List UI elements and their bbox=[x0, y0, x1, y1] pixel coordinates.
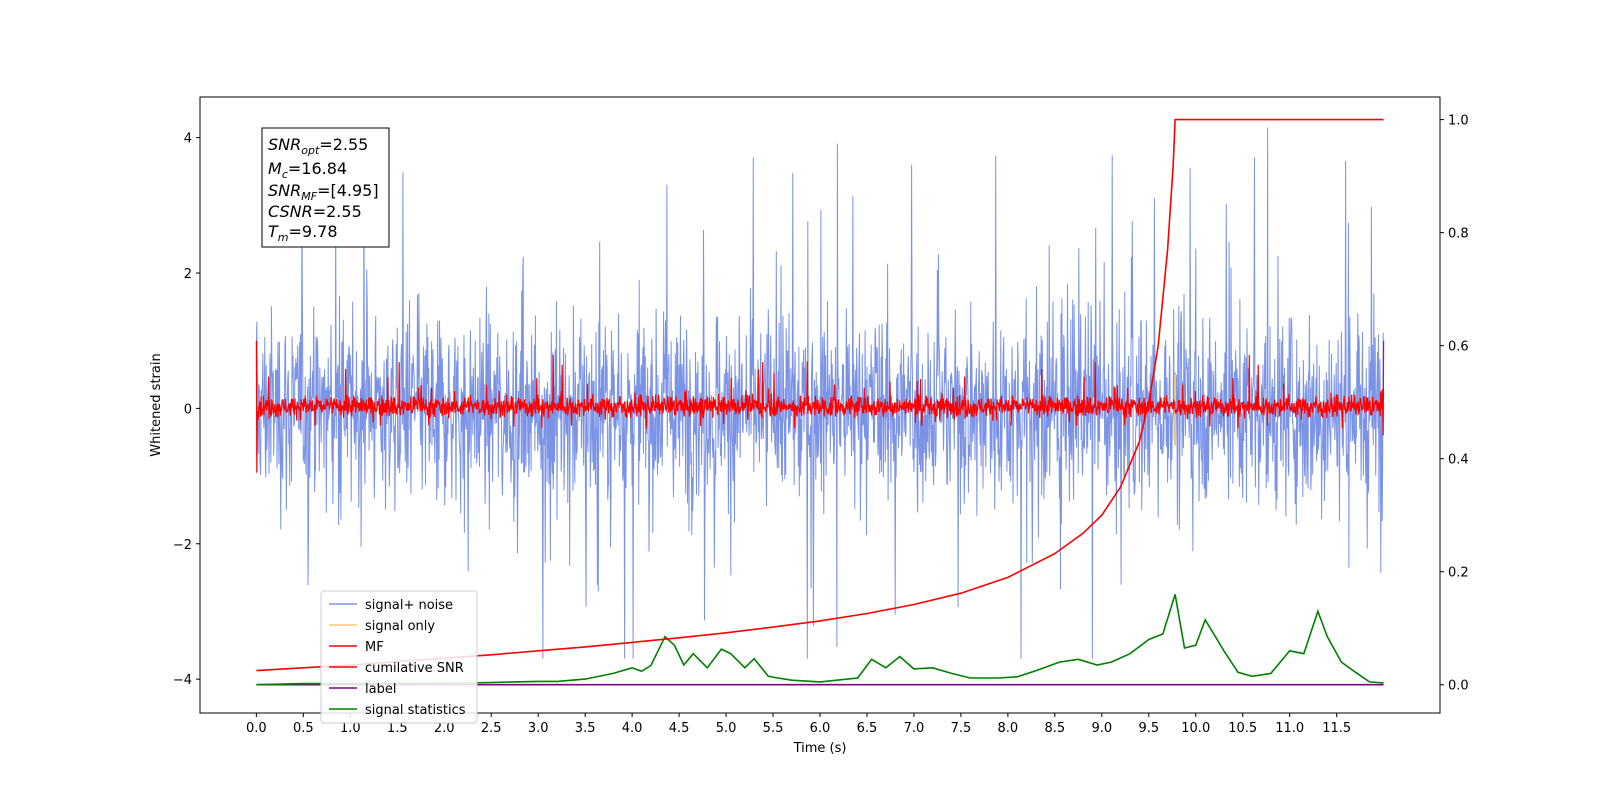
x-tick-label: 10.0 bbox=[1181, 721, 1210, 736]
ticks: 0.0 0.5 1.0 1.5 2.0 2.5 3.0 3.5 4.0 4.5 5.0 5.5 6.0 6… bbox=[173, 114, 1469, 736]
legend-label: MF bbox=[365, 640, 384, 655]
legend-label: cumilative SNR bbox=[365, 661, 464, 676]
x-tick-label: 6.0 bbox=[810, 721, 831, 736]
info-box: SNRopt=2.55 Mc=16.84 SNRMF=[4.95] CSNR=2… bbox=[261, 127, 390, 248]
info-mc: Mc=16.84 bbox=[268, 159, 347, 181]
y-tick-label: 0 bbox=[184, 402, 192, 417]
series-signal-noise-line bbox=[255, 127, 1385, 659]
legend-label: signal statistics bbox=[365, 703, 466, 718]
x-tick-label: 8.5 bbox=[1045, 721, 1066, 736]
x-tick-label: 0.0 bbox=[246, 721, 267, 736]
legend-label: signal only bbox=[365, 619, 435, 634]
x-tick-label: 8.0 bbox=[998, 721, 1019, 736]
info-snr-opt: SNRopt=2.55 bbox=[268, 135, 368, 157]
info-tm: Tm=9.78 bbox=[268, 222, 338, 244]
info-tm-value: 9.78 bbox=[302, 222, 338, 241]
x-tick-label: 2.5 bbox=[481, 721, 502, 736]
x-tick-label: 0.5 bbox=[293, 721, 314, 736]
x-tick-label: 6.5 bbox=[857, 721, 878, 736]
info-box-frame bbox=[261, 127, 390, 248]
info-csnr: CSNR=2.55 bbox=[268, 202, 362, 221]
x-tick-label: 10.5 bbox=[1228, 721, 1257, 736]
y-tick-label: −4 bbox=[173, 673, 192, 688]
legend-label: signal+ noise bbox=[365, 598, 453, 613]
y2-tick-label: 0.6 bbox=[1448, 340, 1469, 355]
series-mf-line bbox=[255, 340, 1385, 473]
x-tick-label: 5.5 bbox=[763, 721, 784, 736]
x-tick-label: 9.0 bbox=[1091, 721, 1112, 736]
x-tick-label: 1.0 bbox=[340, 721, 361, 736]
y-tick-label: 2 bbox=[184, 267, 192, 282]
y-tick-label: −2 bbox=[173, 538, 192, 553]
info-snr-opt-value: 2.55 bbox=[333, 135, 369, 154]
info-mc-value: 16.84 bbox=[301, 159, 347, 178]
info-csnr-value: 2.55 bbox=[326, 202, 362, 221]
x-tick-label: 7.0 bbox=[904, 721, 925, 736]
legend-label: label bbox=[365, 682, 396, 697]
x-tick-label: 3.5 bbox=[575, 721, 596, 736]
x-tick-label: 3.0 bbox=[528, 721, 549, 736]
info-snr-mf-value: [4.95] bbox=[330, 181, 378, 200]
y2-tick-label: 0.0 bbox=[1448, 679, 1469, 694]
x-tick-label: 1.5 bbox=[387, 721, 408, 736]
x-tick-label: 4.5 bbox=[669, 721, 690, 736]
y2-tick-label: 0.4 bbox=[1448, 453, 1469, 468]
x-tick-label: 7.5 bbox=[951, 721, 972, 736]
y2-tick-label: 0.2 bbox=[1448, 566, 1469, 581]
series-signal-statistics-line bbox=[256, 594, 1384, 686]
x-tick-label: 9.5 bbox=[1138, 721, 1159, 736]
y2-tick-label: 0.8 bbox=[1448, 227, 1469, 242]
legend-frame bbox=[320, 590, 478, 724]
legend: signal+ noise signal only MF cumilative SNR… bbox=[320, 590, 478, 724]
x-axis-label: Time (s) bbox=[793, 741, 847, 756]
y2-tick-label: 1.0 bbox=[1448, 114, 1469, 129]
y-tick-label: 4 bbox=[184, 132, 192, 147]
x-tick-label: 11.0 bbox=[1275, 721, 1304, 736]
x-tick-label: 11.5 bbox=[1322, 721, 1351, 736]
x-tick-label: 4.0 bbox=[622, 721, 643, 736]
y-axis-label: Whitened strain bbox=[149, 353, 164, 456]
x-tick-label: 5.0 bbox=[716, 721, 737, 736]
x-tick-label: 2.0 bbox=[434, 721, 455, 736]
info-snr-mf: SNRMF=[4.95] bbox=[268, 181, 379, 203]
